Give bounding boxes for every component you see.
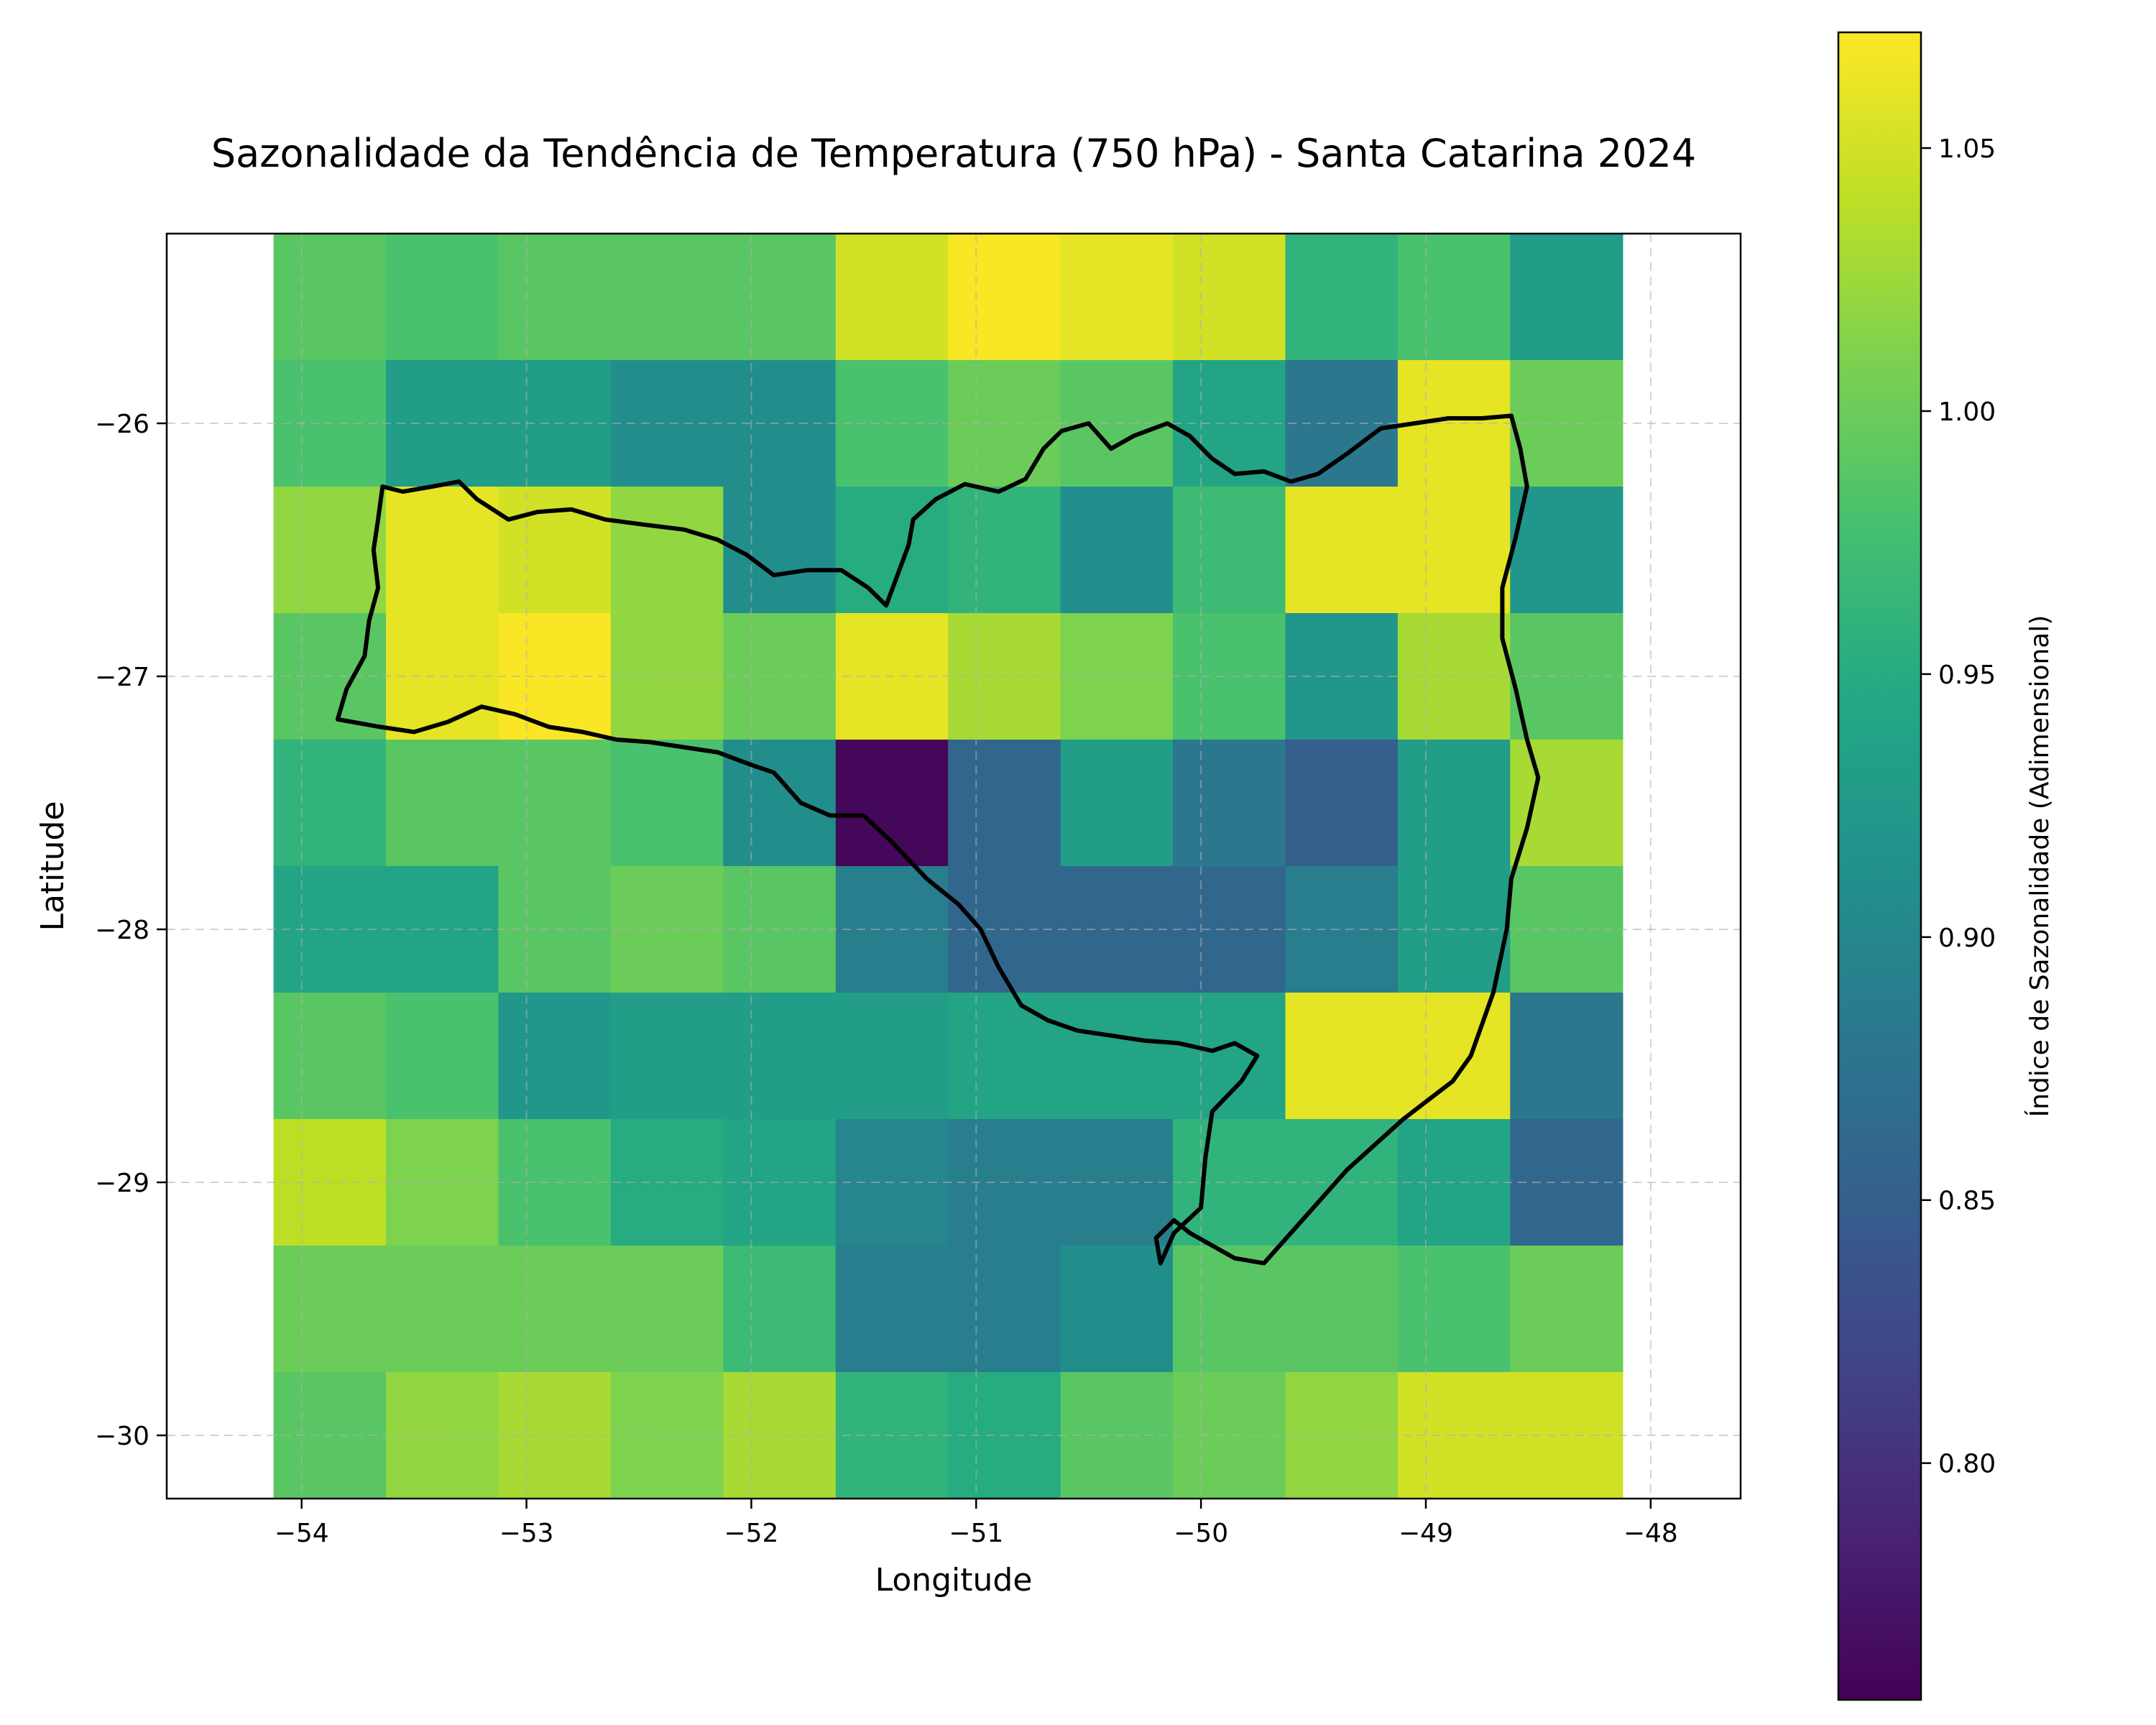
- heatmap-cell: [948, 487, 1061, 614]
- x-tick-label: −49: [1399, 1519, 1453, 1548]
- x-tick-label: −50: [1174, 1519, 1228, 1548]
- x-tick-label: −52: [724, 1519, 778, 1548]
- heatmap-cell: [948, 993, 1061, 1120]
- x-axis: −54 −53 −52 −51 −50 −49 −48: [275, 1499, 1678, 1548]
- heatmap-cell: [610, 487, 724, 614]
- heatmap-cell: [273, 234, 387, 361]
- x-tick-label: −53: [499, 1519, 554, 1548]
- heatmap-cell: [1173, 487, 1286, 614]
- state-outline: [335, 413, 1541, 1266]
- heatmap-cell: [1060, 993, 1174, 1120]
- colorbar-tick-label: 0.95: [1938, 661, 1996, 690]
- colorbar-tick-label: 0.80: [1938, 1450, 1996, 1479]
- y-tick-label: −27: [95, 663, 149, 692]
- heatmap-cell: [498, 993, 612, 1120]
- gridlines: [167, 234, 1741, 1499]
- heatmap-cell: [1397, 740, 1511, 867]
- heatmap-cell: [1173, 234, 1286, 361]
- heatmap-cell: [948, 1246, 1061, 1373]
- heatmap-cell: [498, 740, 612, 867]
- heatmap-cell: [498, 487, 612, 614]
- colorbar-label: Índice de Sazonalidade (Adimensional): [2024, 615, 2055, 1118]
- heatmap-cell: [273, 487, 387, 614]
- heatmap-cell: [723, 234, 837, 361]
- y-tick-label: −30: [95, 1422, 149, 1451]
- heatmap-cell: [1285, 740, 1399, 867]
- heatmap-cell: [610, 1246, 724, 1373]
- heatmap-cell: [273, 1246, 387, 1373]
- heatmap-cell: [498, 234, 612, 361]
- heatmap-cell: [386, 487, 499, 614]
- x-tick-label: −54: [275, 1519, 329, 1548]
- heatmap-cell: [1510, 1246, 1623, 1373]
- heatmap-cell: [835, 740, 949, 867]
- heatmap-cell: [1173, 993, 1286, 1120]
- heatmap-cell: [386, 234, 499, 361]
- heatmap-cell: [1285, 487, 1399, 614]
- heatmap-cell: [835, 234, 949, 361]
- heatmap-cell: [1060, 487, 1174, 614]
- y-tick-label: −26: [95, 410, 149, 439]
- heatmap-cell: [1285, 993, 1399, 1120]
- heatmap-cell: [610, 234, 724, 361]
- heatmap-cell: [386, 740, 499, 867]
- heatmap-cell: [1173, 1246, 1286, 1373]
- heatmap-cell: [1285, 234, 1399, 361]
- colorbar-tick-label: 0.85: [1938, 1187, 1996, 1216]
- heatmap-cell: [1285, 1246, 1399, 1373]
- heatmap-cell: [1060, 1246, 1174, 1373]
- colorbar-tick-label: 1.05: [1938, 134, 1996, 164]
- y-tick-label: −29: [95, 1169, 149, 1198]
- heatmap-cell: [1397, 1246, 1511, 1373]
- heatmap-cell: [948, 234, 1061, 361]
- heatmap-cell: [1060, 234, 1174, 361]
- heatmap-cell: [273, 740, 387, 867]
- heatmap-cell: [723, 993, 837, 1120]
- heatmap-cell: [1397, 993, 1511, 1120]
- heatmap-cell: [835, 1246, 949, 1373]
- heatmap-cell: [498, 1246, 612, 1373]
- y-axis-label: Latitude: [34, 801, 71, 931]
- heatmap-cell: [273, 993, 387, 1120]
- heatmap-cell: [1397, 234, 1511, 361]
- colorbar-tick-label: 1.00: [1938, 397, 1996, 427]
- heatmap-cell: [835, 993, 949, 1120]
- y-axis: −30 −29 −28 −27 −26: [95, 410, 167, 1451]
- heatmap-cell: [1510, 234, 1623, 361]
- heatmap-cell: [386, 1246, 499, 1373]
- x-tick-label: −51: [949, 1519, 1003, 1548]
- heatmap-cell: [1173, 740, 1286, 867]
- y-tick-label: −28: [95, 916, 149, 945]
- heatmap-cell: [610, 740, 724, 867]
- plot-frame: [165, 232, 1742, 1500]
- heatmap-cell: [1510, 487, 1623, 614]
- colorbar-tick-label: 0.90: [1938, 924, 1996, 953]
- heatmap-cell: [948, 740, 1061, 867]
- colorbar-axis: 0.80 0.85 0.90 0.95 1.00 1.05: [1921, 134, 1996, 1479]
- x-axis-label: Longitude: [875, 1562, 1033, 1598]
- heatmap-cell: [1510, 993, 1623, 1120]
- heatmap-cells: [273, 234, 1623, 1499]
- colorbar-bar: [1837, 31, 1922, 1701]
- heatmap-cell: [386, 993, 499, 1120]
- heatmap-cell: [610, 993, 724, 1120]
- x-tick-label: −48: [1623, 1519, 1678, 1548]
- chart-title: Sazonalidade da Tendência de Temperatura…: [211, 131, 1696, 176]
- heatmap-cell: [1510, 740, 1623, 867]
- heatmap-cell: [1397, 487, 1511, 614]
- heatmap-cell: [723, 1246, 837, 1373]
- heatmap-cell: [1060, 740, 1174, 867]
